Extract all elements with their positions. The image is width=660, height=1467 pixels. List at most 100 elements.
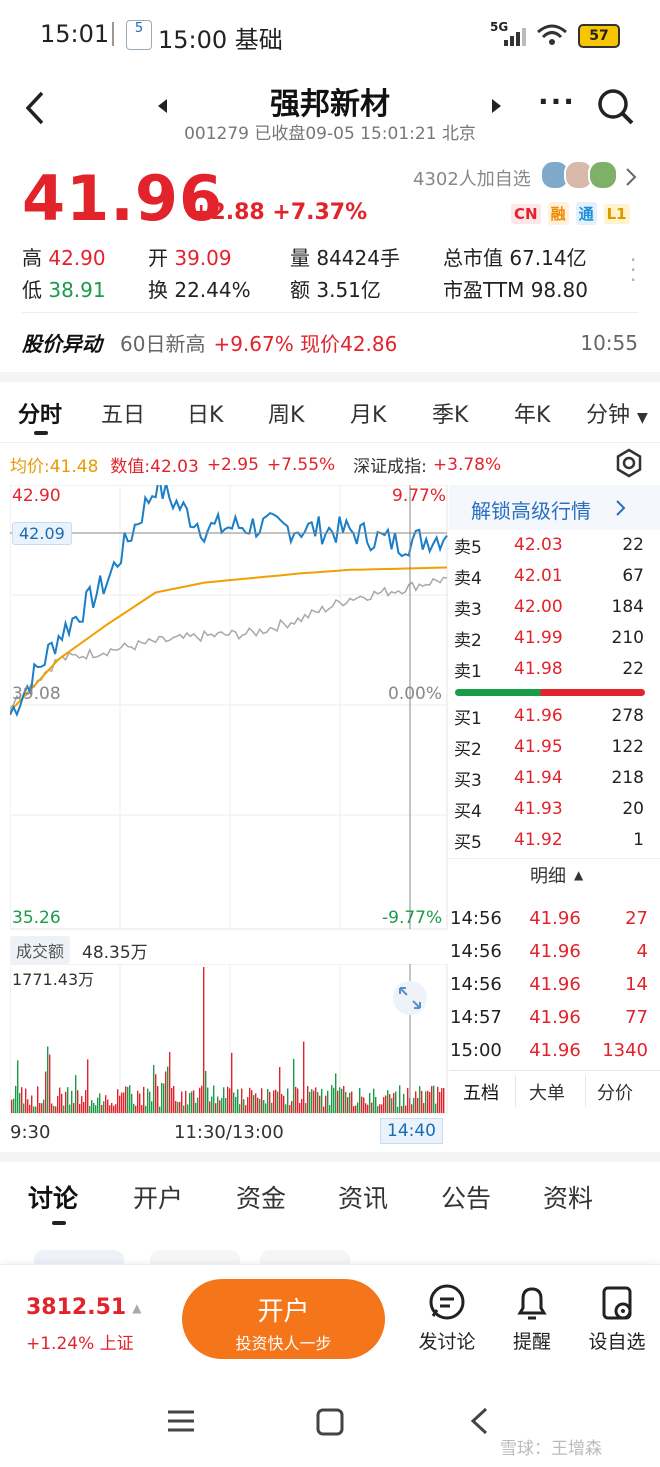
unlock-banner[interactable]: 解锁高级行情 bbox=[449, 485, 660, 530]
volume-bar bbox=[333, 1087, 335, 1113]
volume-bar bbox=[91, 1100, 93, 1113]
tab-minute[interactable]: 分钟 ▼ bbox=[586, 403, 648, 428]
volume-bar bbox=[309, 1091, 311, 1113]
tick-time: 14:57 bbox=[450, 1006, 502, 1028]
volume-bar bbox=[137, 1090, 139, 1113]
volume-bar bbox=[321, 1088, 323, 1113]
tab-underline bbox=[34, 431, 48, 435]
prev-stock-icon[interactable] bbox=[158, 99, 167, 113]
volume-bar bbox=[375, 1096, 377, 1113]
volume-bar bbox=[183, 1105, 185, 1113]
sell-level: 卖2 41.99 210 bbox=[454, 623, 648, 653]
next-stock-icon[interactable] bbox=[492, 99, 501, 113]
tab-announcements[interactable]: 公告 bbox=[441, 1184, 492, 1213]
volume-bar bbox=[205, 1070, 207, 1113]
volume-bar bbox=[39, 1103, 41, 1113]
tab-yearly[interactable]: 年K bbox=[514, 403, 551, 428]
menu-icon[interactable] bbox=[166, 1408, 196, 1434]
back-icon[interactable] bbox=[22, 90, 48, 126]
filter-chip[interactable] bbox=[260, 1250, 350, 1266]
ticks-toggle[interactable]: 明细 ▲ bbox=[530, 866, 584, 887]
volume-bar bbox=[117, 1089, 119, 1113]
index-quote[interactable]: 3812.51 ▲ bbox=[26, 1295, 141, 1320]
volume-bar bbox=[197, 1097, 199, 1113]
tab-5day[interactable]: 五日 bbox=[101, 403, 146, 428]
home-icon[interactable] bbox=[316, 1408, 344, 1436]
price-chart[interactable] bbox=[10, 485, 448, 930]
fullscreen-icon[interactable] bbox=[392, 980, 428, 1016]
avg-price-label: 均价:41.48 bbox=[10, 457, 99, 477]
volume-bar bbox=[61, 1093, 63, 1113]
volume-bar bbox=[125, 1086, 127, 1113]
volume-bar bbox=[147, 1088, 149, 1113]
volume-bar bbox=[391, 1098, 393, 1113]
level-price: 41.96 bbox=[514, 706, 563, 726]
tab-intraday[interactable]: 分时 bbox=[18, 403, 63, 428]
volume-bar bbox=[95, 1105, 97, 1113]
volume-bar bbox=[329, 1105, 331, 1113]
tab-open-account[interactable]: 开户 bbox=[133, 1184, 184, 1213]
volume-bar bbox=[439, 1092, 441, 1113]
chevron-right-icon[interactable] bbox=[624, 167, 638, 187]
level-price: 41.93 bbox=[514, 799, 563, 819]
volume-title[interactable]: 成交额 bbox=[10, 936, 71, 964]
tab-quarterly[interactable]: 季K bbox=[432, 403, 469, 428]
volume-bar bbox=[241, 1088, 243, 1113]
volume-bar bbox=[145, 1105, 147, 1113]
level-price: 41.99 bbox=[514, 628, 563, 648]
volume-chart[interactable] bbox=[10, 964, 448, 1114]
volume-bar bbox=[277, 1091, 279, 1113]
tab-five-levels[interactable]: 五档 bbox=[463, 1083, 499, 1104]
signal-icon bbox=[504, 28, 526, 46]
volume-header: 成交额 48.35万 bbox=[10, 936, 148, 964]
volume-bar bbox=[25, 1088, 27, 1113]
tab-daily[interactable]: 日K bbox=[187, 403, 224, 428]
watcher-avatars[interactable] bbox=[540, 160, 618, 190]
volume-bar bbox=[37, 1086, 39, 1113]
open-button-sub: 投资快人一步 bbox=[235, 1334, 332, 1353]
volume-bar bbox=[407, 1087, 409, 1113]
tab-price-dist[interactable]: 分价 bbox=[597, 1083, 633, 1104]
expand-stats-icon[interactable]: · · · bbox=[630, 248, 637, 292]
axis-mid-price: 39.08 bbox=[12, 684, 61, 704]
nav-back-icon[interactable] bbox=[468, 1406, 490, 1436]
volume-bar bbox=[141, 1104, 143, 1113]
sell-level: 卖4 42.01 67 bbox=[454, 561, 648, 591]
tick-time: 14:56 bbox=[450, 940, 502, 962]
more-icon[interactable]: ··· bbox=[538, 85, 576, 118]
index-label: 深证成指: bbox=[353, 457, 427, 477]
tab-funds[interactable]: 资金 bbox=[236, 1184, 287, 1213]
volume-bar bbox=[79, 1103, 81, 1113]
price-alert[interactable]: 股价异动 60日新高 +9.67% 现价42.86 10:55 bbox=[22, 328, 638, 357]
volume-bar bbox=[199, 1087, 201, 1113]
add-watchlist-button[interactable]: 设自选 bbox=[582, 1283, 652, 1354]
tab-monthly[interactable]: 月K bbox=[350, 403, 387, 428]
divider bbox=[22, 312, 638, 313]
tab-news[interactable]: 资讯 bbox=[338, 1184, 389, 1213]
stat-open: 开 39.09 bbox=[148, 246, 232, 270]
filter-chip[interactable] bbox=[150, 1250, 240, 1266]
volume-bar bbox=[77, 1090, 79, 1113]
tab-weekly[interactable]: 周K bbox=[268, 403, 305, 428]
volume-bar bbox=[235, 1096, 237, 1113]
tick-price: 41.96 bbox=[529, 907, 581, 929]
settings-icon[interactable] bbox=[614, 448, 644, 478]
stat-low: 低 38.91 bbox=[22, 278, 106, 302]
filter-chip[interactable] bbox=[34, 1250, 124, 1266]
alert-button[interactable]: 提醒 bbox=[497, 1283, 567, 1354]
search-icon[interactable] bbox=[596, 87, 636, 127]
open-account-button[interactable]: 开户 投资快人一步 bbox=[182, 1279, 385, 1359]
tick-volume: 14 bbox=[625, 973, 648, 995]
tab-big-orders[interactable]: 大单 bbox=[529, 1083, 565, 1104]
tab-discussion[interactable]: 讨论 bbox=[28, 1184, 79, 1213]
volume-bar bbox=[177, 1102, 179, 1113]
volume-bar bbox=[255, 1093, 257, 1113]
axis-top-pct: 9.77% bbox=[392, 486, 447, 506]
volume-bar bbox=[395, 1091, 397, 1113]
post-discussion-button[interactable]: 发讨论 bbox=[412, 1283, 482, 1354]
value-label: 数值:42.03 bbox=[110, 457, 199, 477]
tab-profile[interactable]: 资料 bbox=[543, 1184, 594, 1213]
watch-count[interactable]: 4302人加自选 bbox=[413, 169, 531, 190]
volume-max: 1771.43万 bbox=[12, 970, 95, 989]
volume-bar bbox=[15, 1085, 17, 1113]
